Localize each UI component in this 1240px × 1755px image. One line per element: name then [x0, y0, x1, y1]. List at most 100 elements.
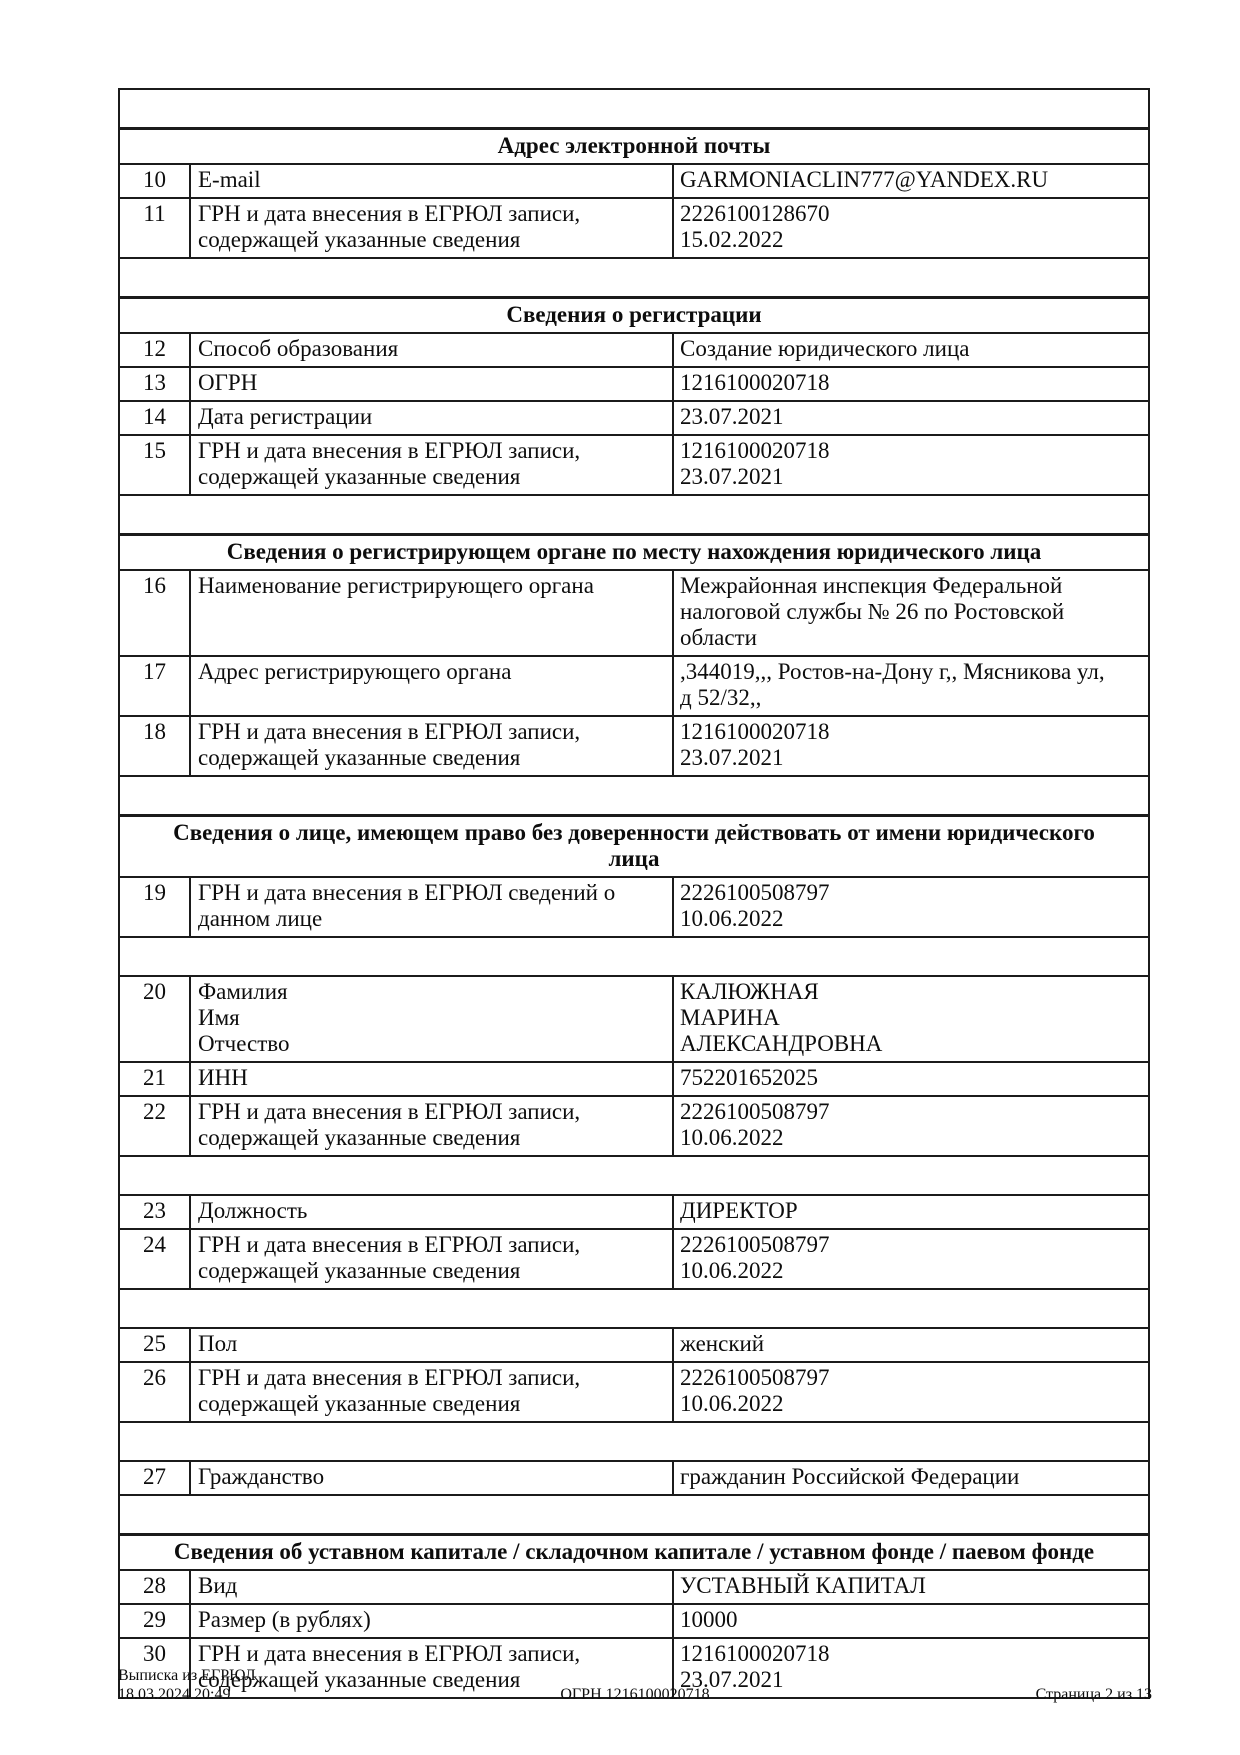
row-label: ГРН и дата внесения в ЕГРЮЛ записи, содер… [189, 1095, 674, 1157]
table-row: 21 ИНН 752201652025 [118, 1061, 1150, 1097]
row-number: 15 [118, 434, 191, 496]
row-value: гражданин Российской Федерации [672, 1460, 1150, 1496]
row-label: ГРН и дата внесения в ЕГРЮЛ записи, содер… [189, 1361, 674, 1423]
row-label: ГРН и дата внесения в ЕГРЮЛ записи, содер… [189, 1228, 674, 1290]
footer-page-number: Страница 2 из 13 [1035, 1686, 1153, 1703]
row-label-line: Пол [198, 1331, 238, 1356]
row-value: Создание юридического лица [672, 332, 1150, 368]
row-value: УСТАВНЫЙ КАПИТАЛ [672, 1569, 1150, 1605]
row-value-line: женский [680, 1331, 765, 1356]
row-label: Фамилия Имя Отчество [189, 975, 674, 1063]
row-label: ИНН [189, 1061, 674, 1097]
table-row: 29 Размер (в рублях) 10000 [118, 1603, 1150, 1639]
section-header-line: Сведения о регистрации [506, 302, 762, 327]
row-value: 1216100020718 23.07.2021 [672, 715, 1150, 777]
row-label-line: содержащей указанные сведения [198, 1258, 521, 1283]
row-label-line: содержащей указанные сведения [198, 1125, 521, 1150]
row-label: Способ образования [189, 332, 674, 368]
row-value: 2226100508797 10.06.2022 [672, 1361, 1150, 1423]
table-row: 11 ГРН и дата внесения в ЕГРЮЛ записи, сод… [118, 197, 1150, 259]
row-value: 23.07.2021 [672, 400, 1150, 436]
row-value-line: 10.06.2022 [680, 1258, 784, 1283]
row-value-line: 23.07.2021 [680, 404, 784, 429]
row-number: 10 [118, 163, 191, 199]
spacer-cell [118, 257, 1150, 299]
row-number: 16 [118, 569, 191, 657]
row-value: ,344019,,, Ростов-на-Дону г,, Мясникова … [672, 655, 1150, 717]
spacer-cell [118, 1288, 1150, 1329]
row-value-line: 10000 [680, 1607, 738, 1632]
row-number: 20 [118, 975, 191, 1063]
section-header-row: Адрес электронной почты [118, 127, 1150, 165]
row-number: 28 [118, 1569, 191, 1605]
row-number: 22 [118, 1095, 191, 1157]
spacer-cell [118, 1155, 1150, 1196]
section-header-line: Адрес электронной почты [497, 133, 771, 158]
row-label-line: Адрес регистрирующего органа [198, 659, 512, 684]
row-label-line: содержащей указанные сведения [198, 1391, 521, 1416]
row-value: ДИРЕКТОР [672, 1194, 1150, 1230]
table-row: 30 ГРН и дата внесения в ЕГРЮЛ записи, сод… [118, 1637, 1150, 1699]
row-label-line: содержащей указанные сведения [198, 464, 521, 489]
section-header: Сведения о регистрации [118, 296, 1150, 334]
row-number: 18 [118, 715, 191, 777]
table-row: 17 Адрес регистрирующего органа ,344019,,,… [118, 655, 1150, 717]
row-label-line: ГРН и дата внесения в ЕГРЮЛ записи, [198, 1099, 581, 1124]
row-value-line: 10.06.2022 [680, 1125, 784, 1150]
section-header: Сведения о регистрирующем органе по мест… [118, 533, 1150, 571]
row-value: GARMONIACLIN777@YANDEX.RU [672, 163, 1150, 199]
row-number: 21 [118, 1061, 191, 1097]
row-label: ГРН и дата внесения в ЕГРЮЛ записи, содер… [189, 434, 674, 496]
spacer-cell [118, 1494, 1150, 1536]
row-number: 13 [118, 366, 191, 402]
row-value: женский [672, 1327, 1150, 1363]
row-label-line: E-mail [198, 167, 261, 192]
row-label-line: содержащей указанные сведения [198, 1667, 521, 1692]
table-row: 24 ГРН и дата внесения в ЕГРЮЛ записи, сод… [118, 1228, 1150, 1290]
row-label: Дата регистрации [189, 400, 674, 436]
row-label-line: Способ образования [198, 336, 399, 361]
row-number: 24 [118, 1228, 191, 1290]
row-value-line: 23.07.2021 [680, 745, 784, 770]
spacer-cell [118, 88, 1150, 130]
row-number: 27 [118, 1460, 191, 1496]
row-number: 25 [118, 1327, 191, 1363]
row-label: Размер (в рублях) [189, 1603, 674, 1639]
row-value-line: д 52/32,, [680, 685, 762, 710]
row-label-line: Имя [198, 1005, 240, 1030]
row-value-line: ДИРЕКТОР [680, 1198, 798, 1223]
row-value: Межрайонная инспекция Федеральной налогов… [672, 569, 1150, 657]
table-row: 26 ГРН и дата внесения в ЕГРЮЛ записи, сод… [118, 1361, 1150, 1423]
table-row: 13 ОГРН 1216100020718 [118, 366, 1150, 402]
row-label: Гражданство [189, 1460, 674, 1496]
row-label-line: Фамилия [198, 979, 288, 1004]
row-label-line: Должность [198, 1198, 308, 1223]
row-label-line: ГРН и дата внесения в ЕГРЮЛ записи, [198, 1641, 581, 1666]
row-number: 17 [118, 655, 191, 717]
table-row: 15 ГРН и дата внесения в ЕГРЮЛ записи, сод… [118, 434, 1150, 496]
spacer-row [118, 494, 1150, 536]
row-value: 752201652025 [672, 1061, 1150, 1097]
row-label-line: ГРН и дата внесения в ЕГРЮЛ записи, [198, 1365, 581, 1390]
spacer-row [118, 1288, 1150, 1329]
table-row: 16 Наименование регистрирующего органа Меж… [118, 569, 1150, 657]
spacer-cell [118, 494, 1150, 536]
row-value-line: АЛЕКСАНДРОВНА [680, 1031, 883, 1056]
row-label: Должность [189, 1194, 674, 1230]
row-value: 2226100508797 10.06.2022 [672, 876, 1150, 938]
section-header: Адрес электронной почты [118, 127, 1150, 165]
spacer-cell [118, 936, 1150, 977]
footer-timestamp: 18.03.2024 20:49 [118, 1686, 231, 1703]
table-row: 19 ГРН и дата внесения в ЕГРЮЛ сведений о… [118, 876, 1150, 938]
table-row: 28 Вид УСТАВНЫЙ КАПИТАЛ [118, 1569, 1150, 1605]
row-label-line: Гражданство [198, 1464, 325, 1489]
spacer-row [118, 936, 1150, 977]
table-row: 20 Фамилия Имя Отчество КАЛЮЖНАЯ МАРИНА АЛЕКСА… [118, 975, 1150, 1063]
row-value-line: 752201652025 [680, 1065, 818, 1090]
row-label-line: данном лице [198, 906, 323, 931]
row-value-line: 1216100020718 [680, 1641, 830, 1666]
egrul-table: Адрес электронной почты 10 E-mail GARMONIAC… [118, 88, 1150, 1699]
spacer-row [118, 775, 1150, 817]
spacer-row [118, 1494, 1150, 1536]
